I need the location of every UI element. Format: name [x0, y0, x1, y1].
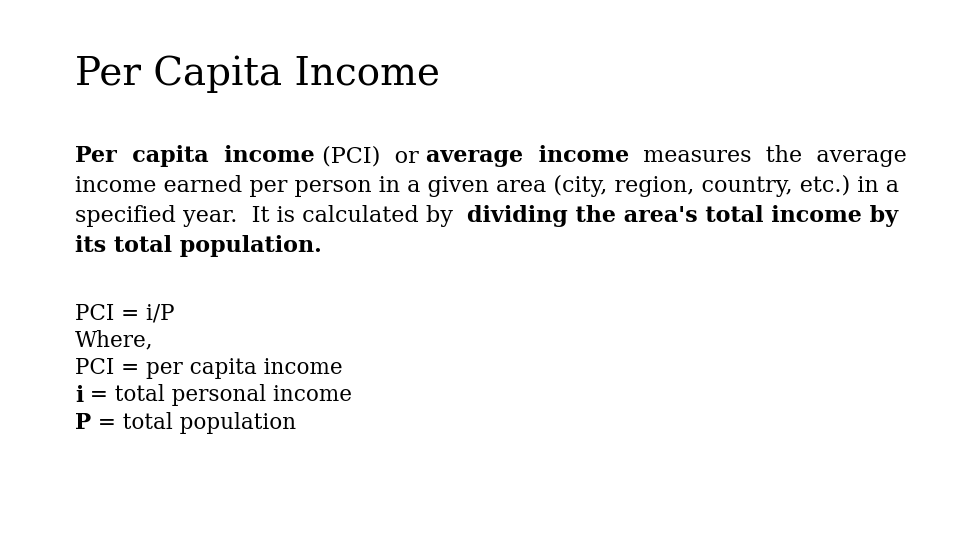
Text: dividing the area's total income by: dividing the area's total income by	[468, 205, 899, 227]
Text: income earned per person in a given area (city, region, country, etc.) in a: income earned per person in a given area…	[75, 175, 899, 197]
Text: i: i	[75, 384, 84, 407]
Text: Per  capita  income: Per capita income	[75, 145, 315, 167]
Text: Per Capita Income: Per Capita Income	[75, 55, 440, 92]
Text: average  income: average income	[425, 145, 629, 167]
Text: PCI = per capita income: PCI = per capita income	[75, 357, 343, 379]
Text: = total personal income: = total personal income	[84, 384, 352, 407]
Text: P: P	[75, 412, 91, 434]
Text: Where,: Where,	[75, 329, 154, 352]
Text: = total population: = total population	[91, 412, 297, 434]
Text: specified year.  It is calculated by: specified year. It is calculated by	[75, 205, 468, 227]
Text: its total population.: its total population.	[75, 235, 322, 257]
Text: (PCI)  or: (PCI) or	[315, 145, 425, 167]
Text: PCI = i/P: PCI = i/P	[75, 302, 175, 324]
Text: measures  the  average: measures the average	[629, 145, 906, 167]
